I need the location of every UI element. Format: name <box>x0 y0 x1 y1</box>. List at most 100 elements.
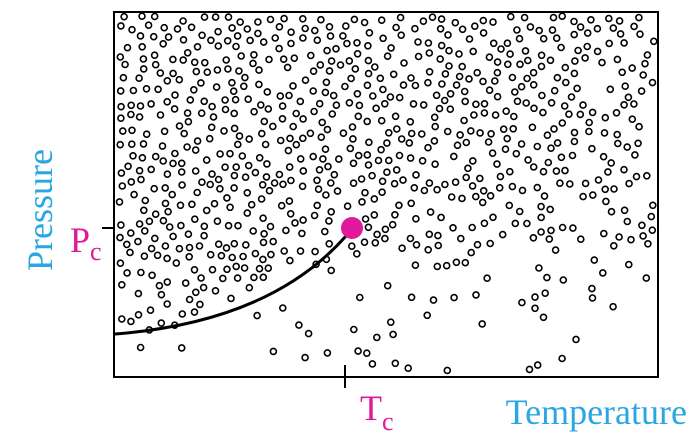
molecule <box>183 48 192 57</box>
molecule <box>147 100 155 108</box>
molecule <box>208 265 217 274</box>
molecule <box>210 199 219 208</box>
molecule <box>244 95 252 103</box>
molecule <box>395 201 403 210</box>
molecule <box>213 66 222 74</box>
frame <box>113 11 659 378</box>
molecule <box>409 100 418 108</box>
molecule <box>620 39 628 47</box>
molecule <box>322 191 330 199</box>
molecule <box>553 139 562 147</box>
molecule <box>140 252 149 261</box>
molecule <box>590 256 599 264</box>
molecule <box>142 85 151 93</box>
molecule <box>265 55 273 64</box>
molecule <box>298 14 307 23</box>
molecule <box>350 15 359 24</box>
molecule <box>505 201 514 210</box>
molecule <box>116 53 125 61</box>
pc-label: Pc <box>70 220 102 266</box>
molecule <box>493 160 501 168</box>
molecule <box>325 22 334 31</box>
molecule <box>470 111 478 119</box>
molecule <box>630 100 638 108</box>
molecule <box>148 271 156 280</box>
molecule <box>151 60 160 69</box>
molecule <box>364 41 372 50</box>
molecule <box>601 113 610 122</box>
molecule <box>186 96 195 104</box>
molecule <box>374 156 383 165</box>
molecule <box>528 123 537 132</box>
molecule <box>530 104 538 113</box>
molecule <box>123 240 131 249</box>
molecule <box>138 154 147 162</box>
molecule <box>480 100 489 108</box>
molecule <box>221 96 229 104</box>
molecule <box>165 223 174 231</box>
molecule <box>446 90 455 98</box>
molecule <box>327 208 336 216</box>
molecule <box>211 286 220 295</box>
molecule <box>147 165 155 174</box>
molecule <box>391 359 400 368</box>
molecule <box>259 214 267 222</box>
molecule <box>389 330 397 339</box>
molecule <box>349 325 358 334</box>
molecule <box>157 290 166 299</box>
molecule <box>228 78 236 87</box>
molecule <box>598 58 606 67</box>
molecule <box>594 176 603 184</box>
molecule <box>157 319 166 327</box>
molecule <box>397 31 406 40</box>
molecule <box>236 18 244 26</box>
molecule <box>197 79 205 87</box>
molecule <box>154 85 162 94</box>
molecule <box>399 176 407 184</box>
molecule <box>468 223 477 232</box>
molecule <box>545 235 554 243</box>
molecule <box>558 12 567 21</box>
molecule <box>256 101 265 109</box>
molecule <box>576 23 585 31</box>
molecule <box>296 97 305 106</box>
molecule <box>144 21 153 30</box>
molecule <box>445 62 453 70</box>
molecule <box>450 293 458 302</box>
molecule <box>620 101 628 109</box>
molecule <box>533 183 542 192</box>
molecule <box>583 29 592 37</box>
molecule <box>172 259 181 267</box>
molecule <box>537 51 546 60</box>
molecule <box>205 134 214 143</box>
molecule <box>436 55 445 63</box>
molecule <box>386 93 395 101</box>
molecule <box>461 97 470 106</box>
molecule <box>406 154 415 162</box>
molecule <box>145 217 154 226</box>
molecule <box>585 127 593 136</box>
molecule <box>458 25 467 34</box>
molecule <box>255 66 263 74</box>
molecule <box>171 91 179 99</box>
molecule <box>639 232 647 240</box>
molecule <box>261 140 270 149</box>
molecule <box>541 289 550 298</box>
molecule <box>618 68 627 77</box>
molecule <box>313 176 321 185</box>
molecule <box>224 65 232 73</box>
molecule <box>269 347 278 356</box>
molecule <box>178 181 186 189</box>
molecule <box>606 85 615 94</box>
molecule <box>461 258 470 267</box>
molecule <box>211 13 220 21</box>
molecule <box>392 125 401 133</box>
molecule <box>118 280 126 289</box>
molecule <box>433 185 441 194</box>
molecule <box>354 151 363 160</box>
molecule <box>557 153 566 162</box>
molecule <box>579 101 587 109</box>
molecule <box>127 178 136 186</box>
molecule <box>224 221 233 230</box>
molecule <box>509 125 518 133</box>
